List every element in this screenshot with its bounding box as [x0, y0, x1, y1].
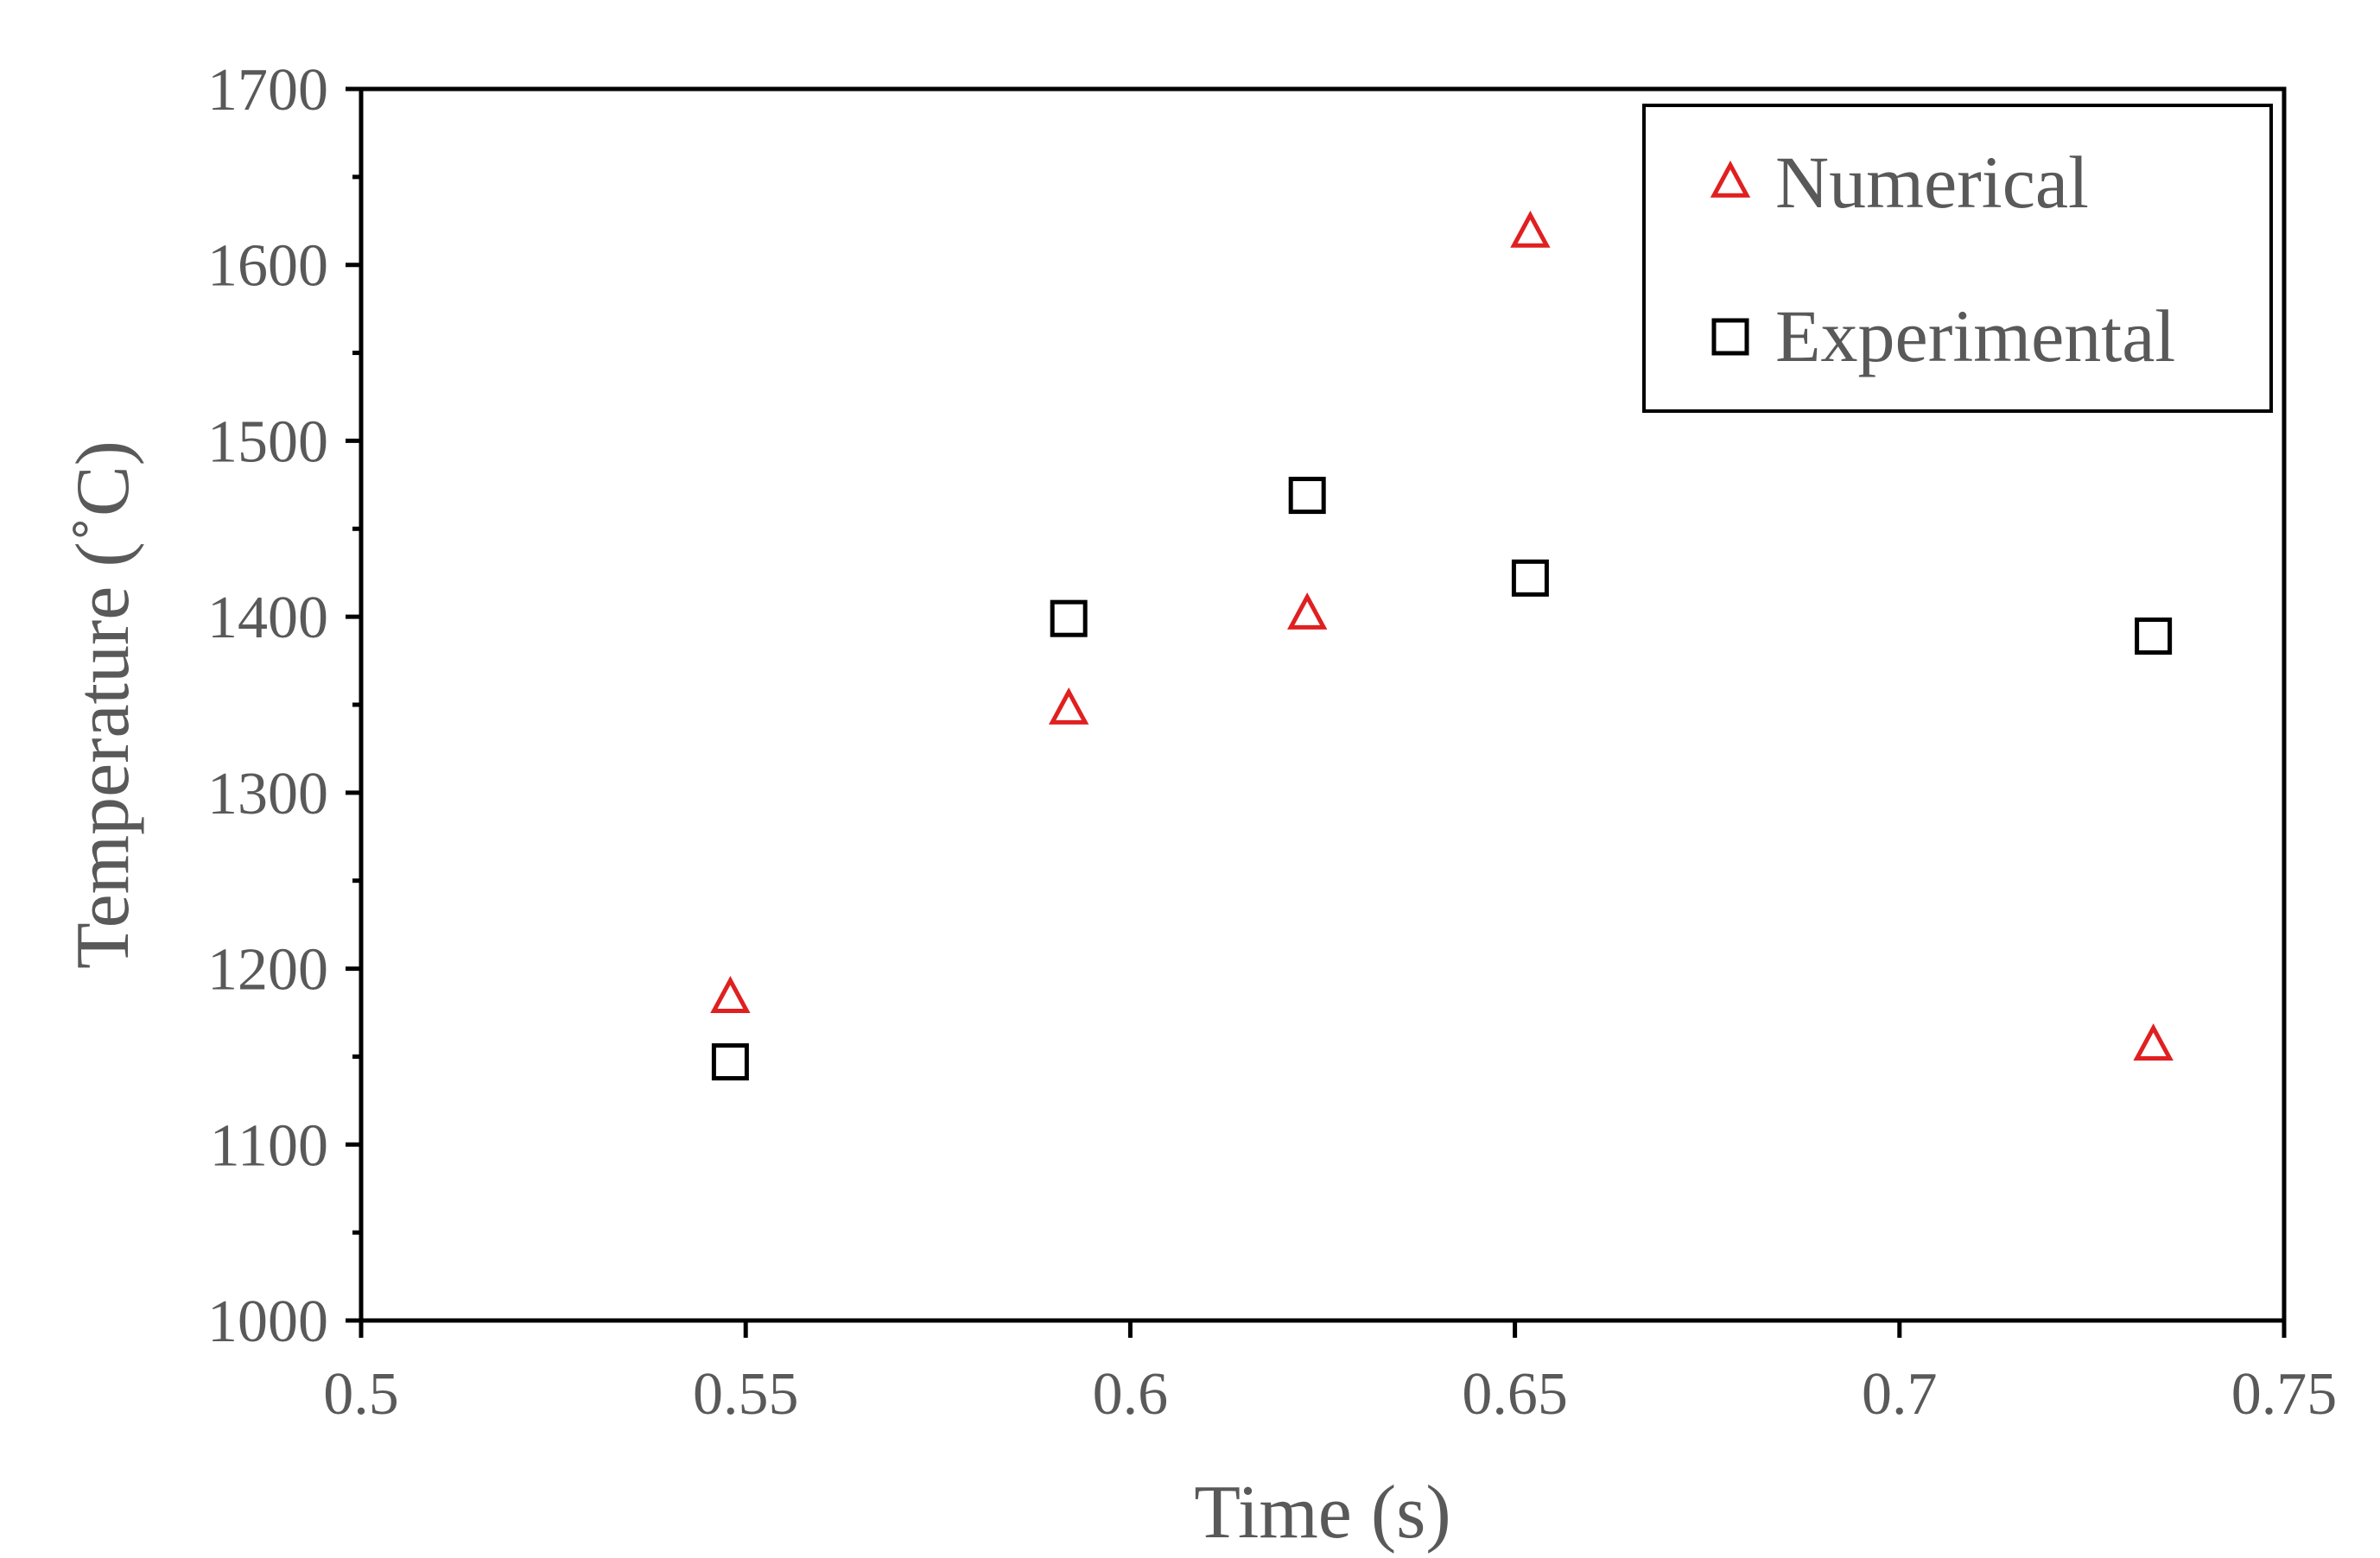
experimental-point [1288, 477, 1326, 515]
x-axis: 0.5 0.55 0.6 0.65 0.7 0.75 [323, 1320, 2337, 1428]
legend-label-numerical: Numerical [1775, 141, 2089, 224]
numerical-point [1286, 592, 1328, 630]
x-tick-label: 0.7 [1862, 1361, 1938, 1428]
y-tick-label: 1600 [207, 233, 328, 300]
experimental-point [2135, 618, 2173, 656]
x-tick-label: 0.65 [1462, 1361, 1568, 1428]
y-axis: 1000 1100 1200 1300 1400 1500 1600 1700 [207, 57, 361, 1355]
experimental-point [1050, 599, 1088, 637]
x-axis-title: Time (s) [1194, 1471, 1450, 1555]
experimental-point [711, 1043, 749, 1081]
legend-marker-experimental [1711, 318, 1749, 356]
y-tick-label: 1400 [207, 585, 328, 651]
y-axis-title: Temperature (˚C) [61, 440, 145, 969]
experimental-point [1511, 559, 1549, 597]
y-tick-label: 1700 [207, 57, 328, 124]
y-tick-label: 1000 [207, 1289, 328, 1355]
numerical-point [2133, 1023, 2174, 1061]
legend-label-experimental: Experimental [1775, 294, 2175, 377]
numerical-point [1048, 687, 1089, 725]
x-tick-label: 0.6 [1093, 1361, 1169, 1428]
legend-items: Numerical Experimental [1710, 141, 2175, 377]
series-numerical [710, 210, 2174, 1061]
x-tick-label: 0.55 [693, 1361, 799, 1428]
legend-box [1642, 104, 2273, 413]
numerical-point [710, 976, 751, 1013]
y-tick-label: 1500 [207, 408, 328, 475]
x-tick-label: 0.5 [323, 1361, 399, 1428]
series-experimental [711, 477, 2173, 1081]
x-tick-label: 0.75 [2231, 1361, 2338, 1428]
y-tick-label: 1100 [210, 1112, 328, 1179]
legend-marker-numerical [1710, 160, 1751, 198]
y-tick-label: 1300 [207, 761, 328, 827]
y-tick-label: 1200 [207, 937, 328, 1004]
numerical-point [1510, 210, 1551, 248]
data-markers [710, 210, 2174, 1081]
legend: Numerical Experimental [1642, 104, 2273, 413]
